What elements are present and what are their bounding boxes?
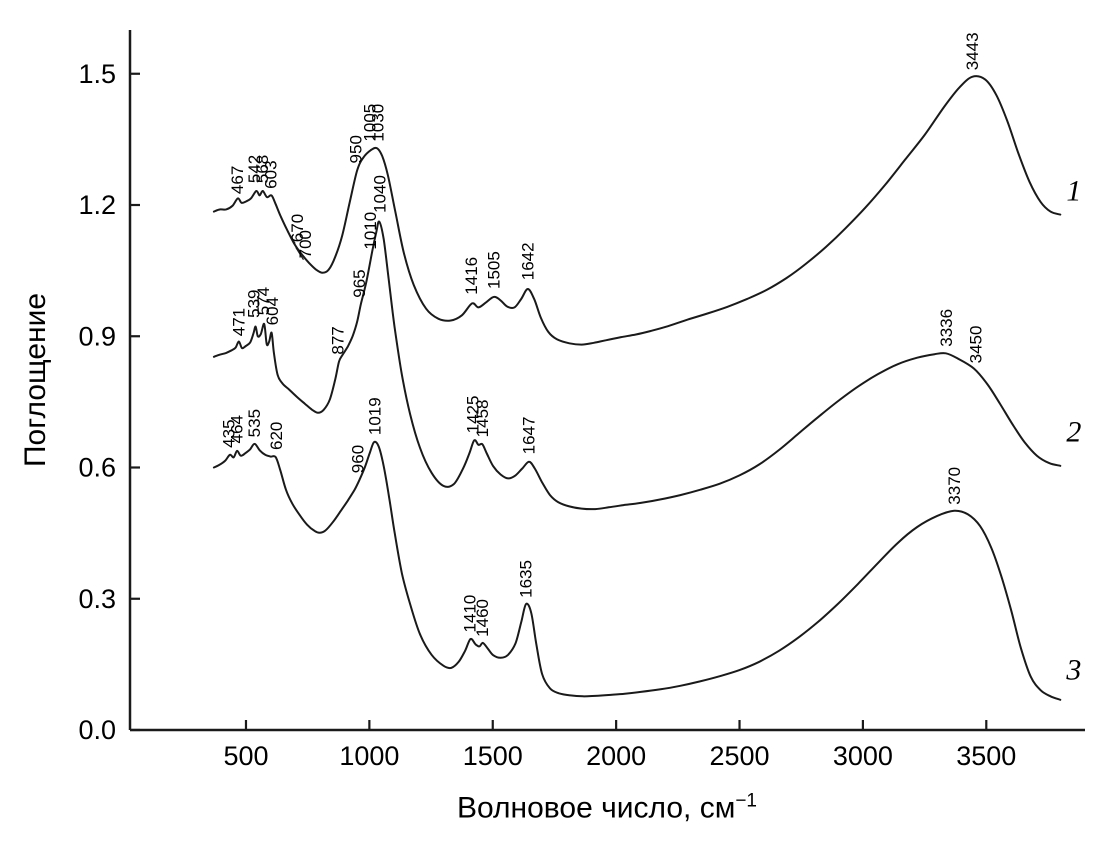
x-tick-label: 1500 <box>463 741 523 771</box>
peak-label-965: 965 <box>350 269 369 297</box>
peak-label-620: 620 <box>267 422 286 450</box>
spectrum-curve-1 <box>212 75 1062 346</box>
peak-label-604: 604 <box>263 297 282 325</box>
series-label-1: 1 <box>1066 175 1081 208</box>
peak-label-574: 574 <box>254 287 273 315</box>
y-tick-label: 1.2 <box>78 190 116 220</box>
peak-label-950: 950 <box>346 135 365 163</box>
y-tick-label: 1.5 <box>78 59 116 89</box>
axes <box>128 30 1085 732</box>
peak-label-1030: 1030 <box>369 104 388 142</box>
spectrum-curve-2 <box>212 220 1062 511</box>
y-tick-label: 0.0 <box>78 715 116 745</box>
x-tick-label: 3000 <box>833 741 893 771</box>
peak-label-539: 539 <box>244 290 263 318</box>
peak-label-535: 535 <box>245 409 264 437</box>
x-tick-label: 2500 <box>709 741 769 771</box>
peak-label-3370: 3370 <box>945 467 964 505</box>
peak-label-1642: 1642 <box>518 242 537 280</box>
y-tick-label: 0.6 <box>78 453 116 483</box>
peak-label-467: 467 <box>228 166 247 194</box>
x-tick-label: 1000 <box>339 741 399 771</box>
series-label-3: 3 <box>1065 654 1081 687</box>
peak-label-3336: 3336 <box>937 309 956 347</box>
peak-label-1040: 1040 <box>370 175 389 213</box>
peak-label-1005: 1005 <box>360 104 379 142</box>
peak-label-471: 471 <box>229 308 248 336</box>
peak-label-1019: 1019 <box>365 397 384 435</box>
peak-label-1647: 1647 <box>520 417 539 455</box>
peak-label-3443: 3443 <box>963 32 982 70</box>
y-tick-label: 0.9 <box>78 321 116 351</box>
y-axis-title: Поглощение <box>19 292 52 468</box>
peak-label-1460: 1460 <box>473 599 492 637</box>
series-label-2: 2 <box>1066 415 1081 448</box>
x-axis-title-text: Волновое число, см <box>457 791 736 825</box>
x-tick-label: 500 <box>223 741 268 771</box>
peak-label-960: 960 <box>349 445 368 473</box>
x-tick-label: 3500 <box>956 741 1016 771</box>
spectrum-curve-3 <box>212 440 1062 701</box>
peak-label-1505: 1505 <box>484 251 503 289</box>
peak-label-568: 568 <box>253 155 272 183</box>
peak-label-700: 700 <box>296 230 315 258</box>
peak-label-1458: 1458 <box>473 399 492 437</box>
y-tick-label: 0.3 <box>78 584 116 614</box>
peak-label-542: 542 <box>245 155 264 183</box>
peak-label-1416: 1416 <box>462 257 481 295</box>
peak-label-1410: 1410 <box>460 595 479 633</box>
peak-label-464: 464 <box>227 415 246 443</box>
peak-label-670: 670 <box>288 214 307 242</box>
peak-label-1425: 1425 <box>464 396 483 434</box>
tick-marks-and-labels: 500 1000 1500 2000 2500 3000 3500 0.0 0.3 0.6 0.9 1… <box>78 59 1016 771</box>
x-axis-title: Волновое число, см−1 <box>457 791 757 826</box>
peak-leader-line <box>286 230 296 244</box>
peak-label-3450: 3450 <box>967 326 986 364</box>
peak-label-877: 877 <box>329 326 348 354</box>
peak-leader-line <box>295 247 305 261</box>
x-axis-title-superscript: −1 <box>735 790 757 812</box>
peak-label-603: 603 <box>262 160 281 188</box>
peak-label-1635: 1635 <box>517 560 536 598</box>
x-tick-label: 2000 <box>586 741 646 771</box>
peak-label-435: 435 <box>219 419 238 447</box>
peak-label-1010: 1010 <box>361 212 380 250</box>
